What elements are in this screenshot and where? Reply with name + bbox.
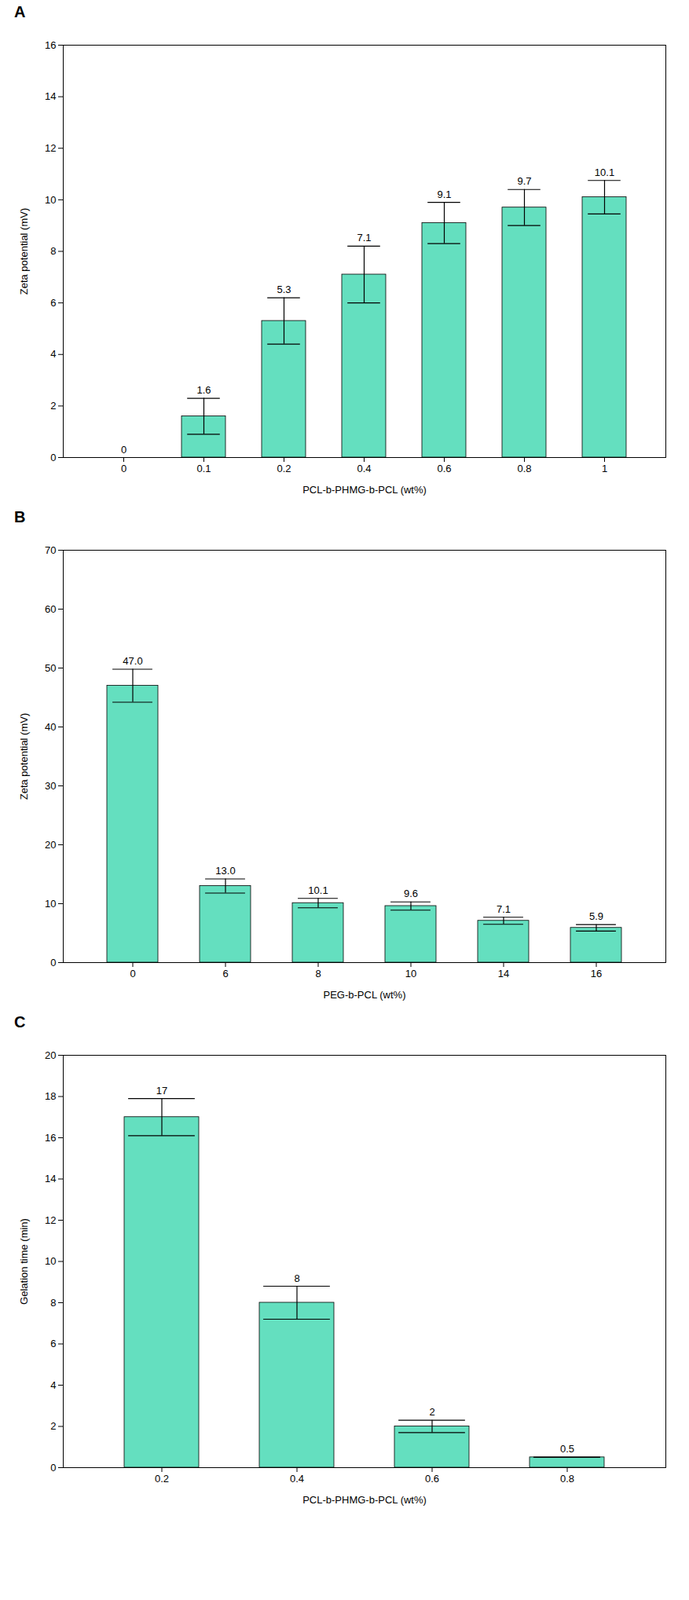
svg-text:Gelation time (min): Gelation time (min) bbox=[18, 1218, 30, 1305]
svg-text:14: 14 bbox=[44, 1172, 56, 1185]
svg-text:0.1: 0.1 bbox=[196, 462, 211, 475]
svg-text:20: 20 bbox=[44, 839, 56, 851]
svg-text:6: 6 bbox=[50, 1337, 56, 1350]
svg-text:10: 10 bbox=[44, 897, 56, 910]
svg-text:2: 2 bbox=[50, 399, 56, 412]
svg-text:PCL-b-PHMG-b-PCL (wt%): PCL-b-PHMG-b-PCL (wt%) bbox=[302, 1494, 427, 1507]
svg-text:30: 30 bbox=[44, 780, 56, 792]
svg-text:47.0: 47.0 bbox=[122, 655, 143, 668]
svg-text:40: 40 bbox=[44, 721, 56, 733]
svg-text:PCL-b-PHMG-b-PCL (wt%): PCL-b-PHMG-b-PCL (wt%) bbox=[302, 483, 427, 496]
svg-text:0: 0 bbox=[120, 443, 127, 456]
svg-text:10: 10 bbox=[405, 967, 417, 980]
svg-text:60: 60 bbox=[44, 603, 56, 616]
svg-text:Zeta potential (mV): Zeta potential (mV) bbox=[18, 713, 30, 801]
svg-text:0: 0 bbox=[50, 956, 56, 969]
svg-text:0.8: 0.8 bbox=[516, 462, 532, 475]
svg-text:8: 8 bbox=[50, 1297, 56, 1309]
svg-text:13.0: 13.0 bbox=[215, 864, 235, 877]
svg-text:1.6: 1.6 bbox=[196, 384, 211, 396]
svg-text:12: 12 bbox=[44, 1214, 56, 1227]
svg-text:0.4: 0.4 bbox=[356, 462, 371, 475]
svg-text:16: 16 bbox=[44, 39, 56, 52]
svg-text:4: 4 bbox=[50, 348, 56, 360]
svg-text:0: 0 bbox=[50, 1462, 56, 1474]
svg-text:18: 18 bbox=[44, 1090, 56, 1103]
svg-text:0.4: 0.4 bbox=[289, 1473, 305, 1485]
svg-text:9.1: 9.1 bbox=[436, 188, 451, 201]
svg-text:10: 10 bbox=[44, 194, 56, 206]
svg-text:0.6: 0.6 bbox=[436, 462, 451, 475]
html-text:C: C bbox=[14, 1013, 26, 1031]
svg-text:10: 10 bbox=[44, 1255, 56, 1268]
svg-text:7.1: 7.1 bbox=[496, 903, 511, 916]
svg-text:9.6: 9.6 bbox=[403, 887, 418, 900]
html-text:B: B bbox=[14, 508, 26, 526]
svg-text:20: 20 bbox=[44, 1049, 56, 1062]
svg-text:8: 8 bbox=[315, 967, 321, 980]
svg-text:4: 4 bbox=[50, 1379, 56, 1392]
svg-text:0.8: 0.8 bbox=[560, 1473, 575, 1485]
svg-text:8: 8 bbox=[50, 245, 56, 257]
svg-text:0.2: 0.2 bbox=[276, 462, 291, 475]
svg-text:50: 50 bbox=[44, 662, 56, 675]
svg-text:17: 17 bbox=[156, 1084, 168, 1097]
svg-text:0: 0 bbox=[50, 451, 56, 464]
svg-text:10.1: 10.1 bbox=[307, 884, 328, 897]
svg-text:0.5: 0.5 bbox=[560, 1443, 575, 1455]
svg-text:12: 12 bbox=[44, 142, 56, 154]
svg-text:8: 8 bbox=[293, 1272, 300, 1285]
svg-text:0: 0 bbox=[129, 967, 136, 980]
svg-text:14: 14 bbox=[498, 967, 510, 980]
svg-text:0.6: 0.6 bbox=[425, 1473, 440, 1485]
svg-text:5.9: 5.9 bbox=[589, 910, 604, 923]
svg-text:0: 0 bbox=[120, 462, 127, 475]
html-text:A: A bbox=[14, 3, 26, 21]
svg-text:6: 6 bbox=[50, 296, 56, 309]
svg-text:9.7: 9.7 bbox=[516, 175, 532, 187]
svg-text:1: 1 bbox=[601, 462, 608, 475]
svg-text:2: 2 bbox=[428, 1406, 435, 1419]
svg-text:16: 16 bbox=[44, 1132, 56, 1144]
svg-text:2: 2 bbox=[50, 1420, 56, 1433]
svg-text:16: 16 bbox=[590, 967, 602, 980]
svg-text:5.3: 5.3 bbox=[276, 283, 291, 296]
svg-text:14: 14 bbox=[44, 90, 56, 103]
svg-text:70: 70 bbox=[44, 544, 56, 557]
svg-text:PEG-b-PCL (wt%): PEG-b-PCL (wt%) bbox=[323, 989, 407, 1001]
svg-text:Zeta potential (mV): Zeta potential (mV) bbox=[18, 208, 30, 296]
svg-text:0.2: 0.2 bbox=[154, 1473, 169, 1485]
svg-text:6: 6 bbox=[222, 967, 228, 980]
svg-text:7.1: 7.1 bbox=[356, 231, 371, 244]
svg-text:10.1: 10.1 bbox=[594, 166, 615, 179]
